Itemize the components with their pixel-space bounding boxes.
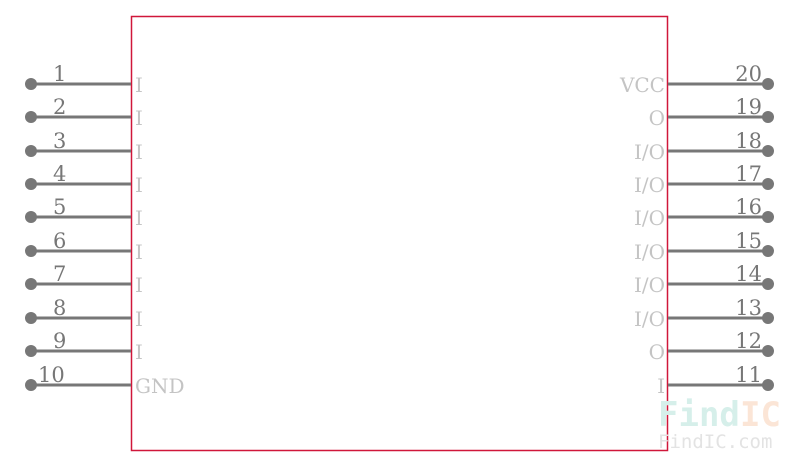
pin-name: I/O [634, 273, 665, 297]
pin-name: I [657, 374, 665, 398]
pin-number: 14 [735, 262, 762, 286]
pin-endpoint[interactable] [25, 178, 37, 190]
pin-name: I [135, 140, 143, 164]
pin-name: I [135, 106, 143, 130]
pin-name: I/O [634, 206, 665, 230]
pin-endpoint[interactable] [762, 312, 774, 324]
pin-name: I [135, 307, 143, 331]
pin-endpoint[interactable] [25, 145, 37, 157]
pin-number: 12 [735, 329, 762, 353]
pin-name: I [135, 206, 143, 230]
pin-number: 15 [735, 229, 762, 253]
pin-name: O [649, 340, 665, 364]
pin-number: 8 [53, 296, 66, 320]
pin-endpoint[interactable] [25, 245, 37, 257]
pin-name: I/O [634, 140, 665, 164]
pin-name: I [135, 73, 143, 97]
pin-number: 19 [735, 95, 762, 119]
component-body [130, 15, 669, 452]
pin-name: GND [135, 374, 185, 398]
pin-number: 1 [53, 62, 66, 86]
pin-name: I/O [634, 173, 665, 197]
pin-number: 10 [38, 363, 65, 387]
pin-endpoint[interactable] [25, 345, 37, 357]
pin-name: I [135, 273, 143, 297]
pin-endpoint[interactable] [762, 345, 774, 357]
pin-endpoint[interactable] [762, 178, 774, 190]
pin-endpoint[interactable] [762, 111, 774, 123]
pin-name: I [135, 340, 143, 364]
pin-number: 11 [735, 363, 762, 387]
pin-name: I [135, 173, 143, 197]
pin-name: O [649, 106, 665, 130]
pin-number: 7 [53, 262, 66, 286]
pin-name: I/O [634, 307, 665, 331]
pin-endpoint[interactable] [25, 111, 37, 123]
pin-endpoint[interactable] [762, 211, 774, 223]
watermark-logo-ic: IC [740, 395, 781, 435]
pin-endpoint[interactable] [25, 78, 37, 90]
pin-number: 17 [735, 162, 762, 186]
pin-number: 2 [53, 95, 66, 119]
watermark-url: FindIC.com [658, 431, 772, 453]
pin-endpoint[interactable] [762, 78, 774, 90]
pin-number: 18 [735, 129, 762, 153]
pin-number: 9 [53, 329, 66, 353]
pin-endpoint[interactable] [25, 211, 37, 223]
pin-endpoint[interactable] [25, 312, 37, 324]
pin-number: 3 [53, 129, 66, 153]
pin-name: I [135, 240, 143, 264]
pin-endpoint[interactable] [762, 145, 774, 157]
pin-number: 20 [735, 62, 762, 86]
pin-number: 13 [735, 296, 762, 320]
pin-endpoint[interactable] [25, 278, 37, 290]
pin-name: VCC [619, 73, 665, 97]
pin-name: I/O [634, 240, 665, 264]
watermark-logo-find: Find [658, 395, 740, 435]
pin-number: 6 [53, 229, 66, 253]
pin-number: 16 [735, 195, 762, 219]
pin-number: 5 [53, 195, 66, 219]
pin-endpoint[interactable] [762, 278, 774, 290]
pin-number: 4 [53, 162, 66, 186]
pin-endpoint[interactable] [762, 379, 774, 391]
watermark: Find IC FindIC.com [658, 395, 781, 453]
pin-endpoint[interactable] [25, 379, 37, 391]
pin-endpoint[interactable] [762, 245, 774, 257]
